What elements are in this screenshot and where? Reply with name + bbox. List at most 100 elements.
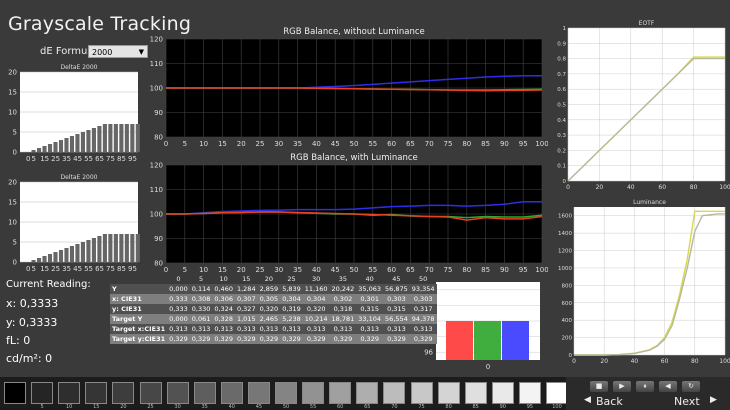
y-tick-label: 0.8	[557, 57, 566, 63]
grayscale-swatch[interactable]	[302, 382, 325, 404]
series-line	[166, 211, 543, 221]
table-header-cell: 15	[242, 275, 251, 283]
table-cell: 0,460	[212, 284, 235, 294]
reading-fl: fL: 0	[6, 334, 31, 347]
row-label: Target Y	[110, 314, 168, 324]
x-tick-label: 35	[62, 155, 71, 163]
bar	[31, 150, 36, 152]
control-button[interactable]: ■	[590, 381, 608, 392]
grayscale-swatch[interactable]	[220, 382, 243, 404]
bar	[130, 234, 135, 262]
x-tick-label: 75	[444, 140, 453, 148]
grayscale-swatch[interactable]	[85, 382, 108, 404]
grayscale-swatch[interactable]	[356, 382, 379, 404]
grayscale-swatch[interactable]	[139, 382, 162, 404]
x-tick-label: 80	[691, 358, 699, 365]
table-header-cell: 30	[312, 275, 321, 283]
table-cell: 0,303	[409, 294, 437, 304]
table-cell: 0,329	[167, 334, 190, 344]
y-tick-label: 800	[562, 283, 573, 289]
grayscale-swatch[interactable]	[437, 382, 460, 404]
y-tick-label: 5	[13, 129, 17, 137]
swatch-label: 80	[445, 404, 452, 410]
bar	[135, 124, 140, 152]
grayscale-swatch[interactable]	[166, 382, 189, 404]
x-tick-label: 100	[719, 184, 730, 191]
y-tick-label: 90	[154, 235, 163, 243]
reading-x: x: 0,3333	[6, 297, 59, 310]
x-tick-label: 85	[117, 155, 126, 163]
table-cell: 20,242	[329, 284, 357, 294]
y-tick-label: 0	[13, 149, 17, 157]
grayscale-swatch[interactable]	[383, 382, 406, 404]
table-cell: 0,313	[167, 324, 190, 334]
next-button[interactable]: Next	[674, 395, 700, 408]
grayscale-swatch[interactable]	[518, 382, 541, 404]
row-label: y: CIE31	[110, 304, 168, 314]
y-tick-label: 1	[563, 26, 567, 32]
x-tick-label: 85	[117, 265, 126, 273]
x-tick-label: 0	[26, 155, 30, 163]
x-tick-label: 40	[627, 184, 635, 191]
grayscale-swatch[interactable]	[464, 382, 487, 404]
table-cell: 0,313	[189, 324, 213, 334]
swatch-label: 50	[282, 404, 290, 410]
grayscale-swatch[interactable]	[58, 382, 81, 404]
x-tick-label: 50	[350, 266, 359, 274]
x-tick-label: 85	[481, 266, 490, 274]
table-cell: 0,313	[409, 324, 437, 334]
y-tick-label: 15	[8, 89, 17, 97]
x-tick-label: 45	[73, 265, 82, 273]
control-button[interactable]: ▶	[613, 381, 631, 392]
series-line	[166, 201, 542, 215]
grayscale-swatch[interactable]	[112, 382, 135, 404]
control-button[interactable]: ↻	[682, 381, 700, 392]
x-tick-label: 30	[274, 266, 283, 274]
y-tick-label: 10	[8, 219, 17, 227]
table-cell: 0,303	[383, 294, 410, 304]
y-tick-label: 80	[154, 260, 163, 268]
de-formula-select[interactable]: 2000 ▼	[88, 45, 148, 58]
bar	[58, 250, 64, 262]
bar	[124, 124, 129, 152]
x-tick-label: 5	[183, 266, 187, 274]
x-tick-label: 70	[425, 140, 434, 148]
table-cell: 0,315	[383, 304, 410, 314]
table-cell: 0,329	[329, 334, 357, 344]
table-cell: 0,330	[189, 304, 213, 314]
x-tick-label: 40	[312, 266, 321, 274]
y-tick-label: 20	[8, 179, 17, 187]
bar	[135, 234, 140, 262]
table-row: Target Y 0,000 0,061 0,328 1,015 2,465 5,238 10…	[110, 314, 437, 324]
bar	[91, 238, 96, 262]
control-button[interactable]: ◀	[659, 381, 677, 392]
y-tick-label: 0	[13, 259, 17, 267]
grayscale-swatch[interactable]	[329, 382, 352, 404]
grayscale-swatch[interactable]	[546, 382, 568, 404]
bar	[64, 248, 69, 262]
de-formula-value: 2000	[92, 48, 113, 57]
grayscale-swatch[interactable]	[193, 382, 216, 404]
x-tick-label: 65	[406, 266, 415, 274]
swatch-label: 55	[309, 404, 317, 410]
control-button[interactable]: ⏸	[636, 381, 654, 392]
table-cell: 0,308	[189, 294, 213, 304]
grayscale-swatch[interactable]	[4, 382, 26, 404]
bar	[108, 124, 113, 152]
reading-cdm2: cd/m²: 0	[6, 352, 53, 365]
grayscale-swatch[interactable]	[247, 382, 270, 404]
grayscale-swatch[interactable]	[31, 382, 54, 404]
swatch-label: 100	[552, 404, 562, 410]
x-tick-label: 20	[237, 140, 246, 148]
grayscale-swatch[interactable]	[275, 382, 297, 404]
x-tick-label: 10	[199, 266, 208, 274]
table-header-cell	[110, 274, 167, 284]
grayscale-swatch[interactable]	[410, 382, 433, 404]
back-button[interactable]: Back	[596, 395, 623, 408]
bar	[108, 234, 113, 262]
x-tick-label: 90	[500, 266, 509, 274]
reading-y: y: 0,3333	[6, 316, 58, 329]
grayscale-swatch[interactable]	[491, 382, 514, 404]
swatch-label: 40	[228, 404, 235, 410]
